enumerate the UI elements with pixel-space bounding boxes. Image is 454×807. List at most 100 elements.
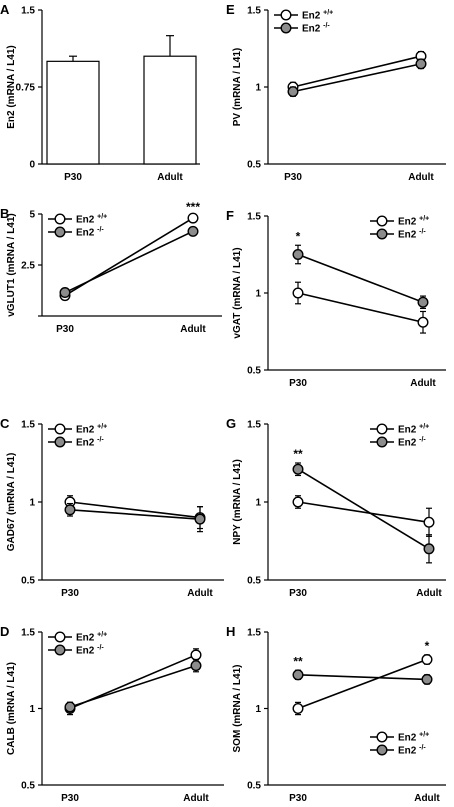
series-line [297,674,428,681]
x-tick-label: Adult [187,588,213,599]
legend-marker [54,423,66,435]
legend-marker [376,744,388,756]
panel-letter: B [0,206,9,221]
significance-mark: * [425,639,430,653]
legend-label: En2 -/- [398,229,426,241]
panel-letter: D [0,624,9,639]
marker-open [292,287,304,299]
series-line [69,664,197,708]
y-axis-label: vGLUT1 (mRNA / L41) [6,213,17,317]
y-tick-label: 0.5 [21,781,35,792]
x-tick-label: Adult [410,378,436,389]
marker-filled [423,543,435,555]
legend-marker [54,631,66,643]
x-tick-label: P30 [64,172,82,183]
marker-open [417,316,429,328]
y-tick-label: 1.5 [21,628,35,639]
legend-marker [376,423,388,435]
y-axis-label: En2 (mRNA / L41) [6,45,17,129]
legend-marker [54,226,66,238]
marker-filled [59,287,71,299]
legend-label: En2 +/+ [398,732,429,744]
panel-d: D 0.5 1 1.5 P30 Adult CALB (mRNA / L41) En2 +/+… [0,624,224,804]
series-line [297,292,424,324]
legend-label: En2 -/- [398,745,426,757]
marker-open [190,649,202,661]
y-tick-label: 0 [29,160,35,171]
y-tick-label: 1 [255,83,261,94]
y-axis-label: CALB (mRNA / L41) [6,662,17,755]
legend: En2 +/+En2 -/- [48,424,107,449]
legend-label: En2 +/+ [398,216,429,228]
marker-filled [190,660,202,672]
marker-open [292,496,304,508]
panel-letter: F [226,208,234,223]
x-tick-label: P30 [61,793,79,804]
panel-a: A 0 0.75 1.5 P30 Adult En2 (mRNA / L41) [0,2,200,183]
x-tick-label: P30 [289,793,307,804]
series-line [64,230,194,294]
panel-letter: C [0,416,10,431]
panel-g: G 0.5 1 1.5 P30 Adult NPY (mRNA / L41) En2 +/+E… [226,416,446,599]
x-tick-label: Adult [408,172,434,183]
legend-label: En2 +/+ [76,632,107,644]
legend: En2 +/+En2 -/- [274,9,333,35]
series-line [297,501,430,524]
y-axis-label: GAD67 (mRNA / L41) [6,453,17,552]
legend-label: En2 +/+ [76,214,107,226]
marker-filled [417,296,429,308]
legend-label: En2 +/+ [398,424,429,436]
x-tick-label: P30 [289,588,307,599]
series-line [297,468,430,550]
legend-marker [280,9,292,21]
y-tick-label: 1.5 [247,420,261,431]
series-line [69,501,201,519]
panel-letter: E [226,2,235,17]
x-tick-label: Adult [183,793,209,804]
legend: En2 +/+En2 -/- [370,732,429,757]
x-tick-label: P30 [56,324,74,335]
y-tick-label: 1 [29,498,35,509]
legend-label: En2 +/+ [302,10,333,22]
legend: En2 +/+En2 -/- [48,213,107,239]
y-tick-label: 1.5 [247,212,261,223]
marker-open [187,212,199,224]
marker-open [421,654,433,666]
y-tick-label: 1.5 [247,628,261,639]
series-line [292,63,422,93]
panel-e: E 0.5 1 1.5 P30 Adult PV (mRNA / L41) En2 +/+En… [226,2,446,183]
marker-filled [194,513,206,525]
y-axis-label: NPY (mRNA / L41) [232,459,243,545]
x-tick-label: Adult [157,172,183,183]
marker-filled [415,58,427,70]
marker-filled [64,701,76,713]
x-tick-label: P30 [284,172,302,183]
panel-letter: G [226,416,236,431]
y-axis-label: vGAT (mRNA / L41) [232,247,243,338]
y-axis-label: SOM (mRNA / L41) [232,665,243,753]
x-tick-label: Adult [414,793,440,804]
series-line [297,658,428,710]
y-tick-label: 1.5 [21,6,35,17]
panel-letter: A [0,2,10,17]
series-line [69,509,201,520]
y-tick-label: 0.5 [247,576,261,587]
legend-marker [280,22,292,34]
significance-mark: * [296,229,301,243]
bar [143,55,197,165]
legend-marker [376,215,388,227]
significance-mark: ** [293,654,303,668]
legend: En2 +/+En2 -/- [370,424,429,449]
legend-marker [54,644,66,656]
y-tick-label: 1.5 [21,420,35,431]
marker-filled [421,673,433,685]
marker-filled [287,86,299,98]
y-tick-label: 0.75 [16,83,36,94]
series-line [297,253,424,303]
legend-label: En2 -/- [302,23,330,35]
y-tick-label: 1 [255,704,261,715]
legend-label: En2 -/- [76,645,104,657]
legend-marker [376,436,388,448]
y-tick-label: 0.5 [247,160,261,171]
